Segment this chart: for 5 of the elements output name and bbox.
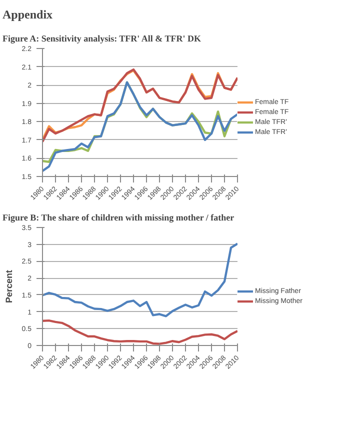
chart-title: Figure A: Sensitivity analysis: TFR' All & TFR' DK [2,34,202,44]
line-series [42,242,238,318]
chart-title: Figure B: The share of children with missing mother / father [2,212,234,222]
text: Appendix [2,8,53,22]
y-axis-title: Percent [4,270,14,304]
